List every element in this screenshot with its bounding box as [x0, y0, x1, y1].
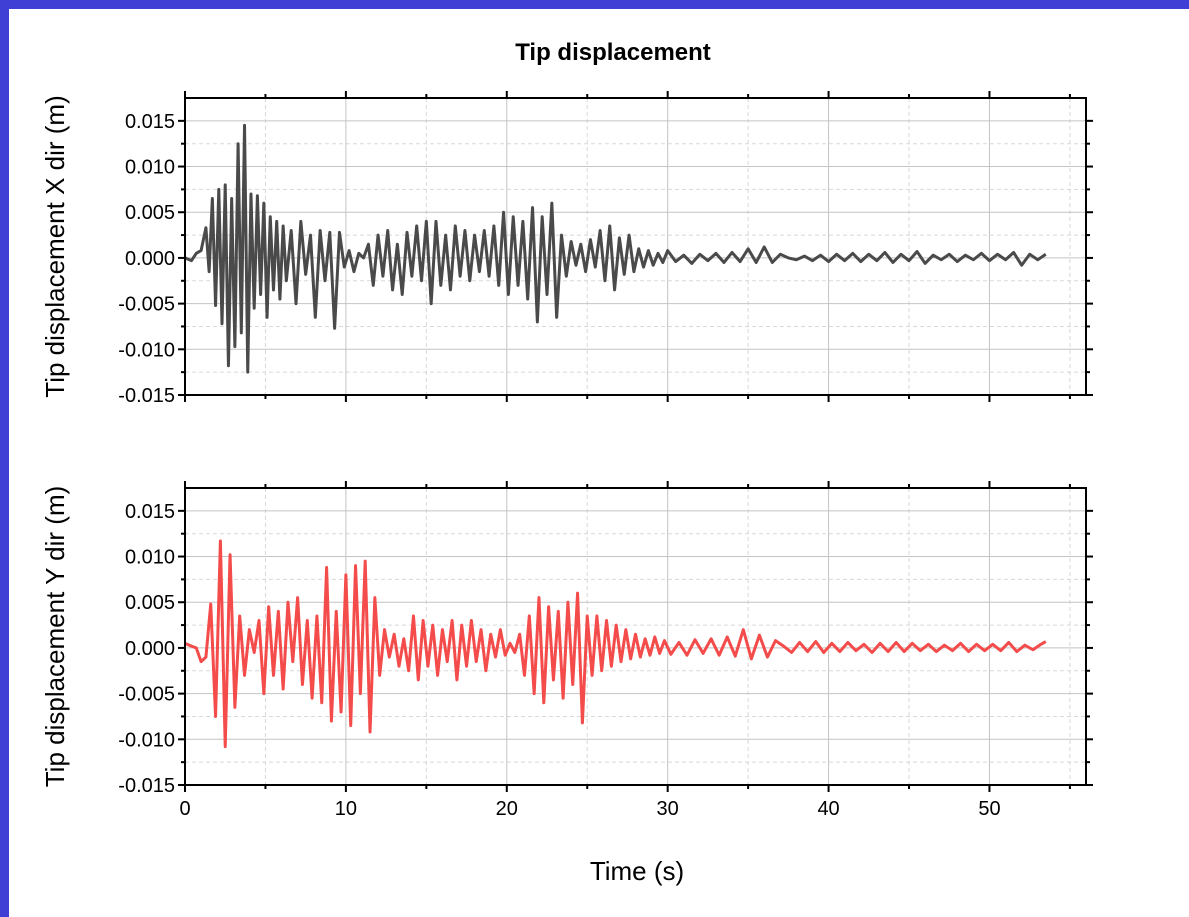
figure-frame: Tip displacement -0.015 -0.010 -0.005 0.000… [9, 9, 1189, 917]
y-tick-label: 0.000 [125, 638, 175, 660]
y-axis-label-1: Tip displacement X dir (m) [40, 95, 70, 397]
y-tick-label: 0.005 [125, 592, 175, 614]
x-tick-label: 0 [179, 798, 190, 820]
y-tick-label: 0.010 [125, 547, 175, 569]
y-tick-label: 0.000 [125, 248, 175, 270]
panels-group: -0.015 -0.010 -0.005 0.000 0.005 0.010 0.015 Ti… [40, 91, 1093, 820]
y-axis-label-2: Tip displacement Y dir (m) [40, 486, 70, 788]
chart-svg: Tip displacement -0.015 -0.010 -0.005 0.000… [40, 39, 1093, 886]
y-tick-label: 0.005 [125, 202, 175, 224]
y-tick-label: 0.015 [125, 501, 175, 523]
panel-1: -0.015 -0.010 -0.005 0.000 0.005 0.010 0.015 Ti… [40, 91, 1093, 407]
plot-frame [184, 487, 1087, 786]
y-tick-label: -0.005 [118, 684, 175, 706]
x-axis-label: Time (s) [590, 856, 684, 886]
x-tick-label: 30 [657, 798, 679, 820]
series-line-2-1 [184, 539, 1047, 749]
y-tick-label: -0.015 [118, 775, 175, 797]
series-line-1-1 [184, 123, 1047, 374]
y-tick-label: -0.005 [118, 294, 175, 316]
y-tick-label: -0.010 [118, 339, 175, 361]
x-tick-label: 20 [496, 798, 518, 820]
y-tick-label: 0.015 [125, 111, 175, 133]
plot-frame [184, 97, 1087, 396]
y-tick-label: -0.015 [118, 385, 175, 407]
y-tick-label: 0.010 [125, 157, 175, 179]
x-tick-label: 40 [817, 798, 839, 820]
y-tick-label: -0.010 [118, 729, 175, 751]
x-tick-label: 50 [978, 798, 1000, 820]
x-tick-label: 10 [335, 798, 357, 820]
chart-title: Tip displacement [515, 39, 711, 66]
panel-2: -0.015 -0.010 -0.005 0.000 0.005 0.010 0.015 0 1… [40, 481, 1093, 820]
